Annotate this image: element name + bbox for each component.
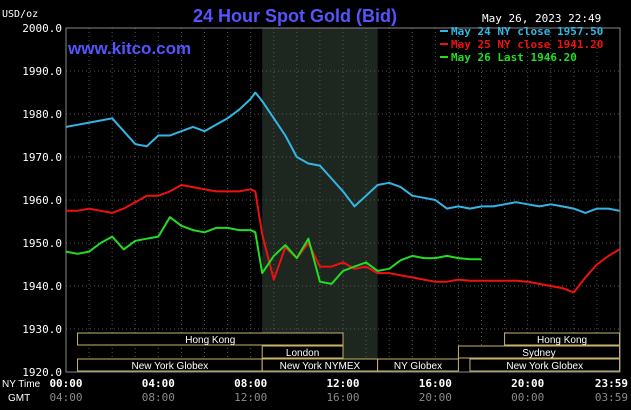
chart-grid (66, 27, 620, 373)
gmt-tick-label: 08:00 (142, 391, 175, 404)
session-label: Hong Kong (185, 335, 235, 346)
ny-tick-label: 00:00 (49, 377, 82, 390)
chart-title: 24 Hour Spot Gold (Bid) (193, 6, 397, 26)
trading-sessions: Hong Kong London New York Globex New York N… (77, 332, 621, 372)
gmt-tick-label: 20:00 (419, 391, 452, 404)
y-tick-label: 2000.0 (22, 22, 62, 35)
y-tick-label: 1950.0 (22, 237, 62, 250)
session-label: New York Globex (132, 361, 209, 372)
gmt-tick-label: 04:00 (49, 391, 82, 404)
legend-entry: May 25 NY close 1941.20 (451, 38, 603, 51)
session-label: New York Globex (506, 361, 583, 372)
gmt-tick-label: 12:00 (234, 391, 267, 404)
y-tick-label: 1990.0 (22, 65, 62, 78)
y-axis-labels: 2000.0 1990.0 1980.0 1970.0 1960.0 1950.0 1940… (22, 22, 62, 379)
series-line-3 (65, 216, 482, 285)
ny-tick-label: 23:59 (595, 377, 628, 390)
y-tick-label: 1970.0 (22, 151, 62, 164)
session-bar (377, 358, 459, 372)
session-bar (457, 345, 621, 359)
session-label: Hong Kong (537, 335, 587, 346)
ny-time-label: NY Time (2, 379, 41, 390)
session-label: NY Globex (394, 361, 442, 372)
legend-entry: May 24 NY close 1957.50 (451, 25, 603, 38)
gmt-tick-label: 03:59 (595, 391, 628, 404)
session-bar (77, 332, 344, 346)
session-bar (261, 345, 344, 359)
x-axis-labels: NY TimeGMT00:0004:0004:0008:0008:0012:00… (2, 377, 628, 404)
y-tick-label: 1980.0 (22, 108, 62, 121)
ny-tick-label: 04:00 (142, 377, 175, 390)
ny-tick-label: 16:00 (419, 377, 452, 390)
chart-axes (65, 27, 621, 373)
series-line-2 (66, 184, 621, 294)
y-axis-unit: USD/oz (2, 9, 38, 20)
y-tick-label: 1940.0 (22, 280, 62, 293)
gmt-tick-label: 16:00 (326, 391, 359, 404)
session-bar (504, 332, 621, 346)
gmt-label: GMT (8, 393, 30, 404)
gmt-tick-label: 00:00 (511, 391, 544, 404)
y-tick-label: 1920.0 (22, 366, 62, 379)
kitco-watermark: www.kitco.com (67, 39, 191, 58)
session-bar (469, 358, 621, 372)
chart-datetime: May 26, 2023 22:49 (482, 12, 601, 25)
session-label: London (286, 348, 319, 359)
y-tick-label: 1960.0 (22, 194, 62, 207)
legend-entry: May 26 Last 1946.20 (451, 51, 577, 64)
ny-tick-label: 08:00 (234, 377, 267, 390)
session-label: Sydney (522, 348, 555, 359)
series-line-1 (65, 91, 620, 214)
session-label: New York NYMEX (280, 361, 361, 372)
y-tick-label: 1930.0 (22, 323, 62, 336)
plot-border (65, 27, 621, 373)
chart-series (65, 91, 621, 294)
ny-tick-label: 12:00 (326, 377, 359, 390)
ny-tick-label: 20:00 (511, 377, 544, 390)
